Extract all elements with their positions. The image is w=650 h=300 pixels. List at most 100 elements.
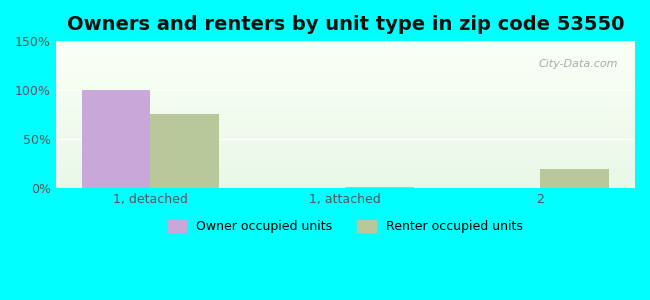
Bar	[56, 106, 635, 107]
Bar	[56, 96, 635, 97]
Bar	[56, 88, 635, 90]
Bar	[56, 137, 635, 138]
Bar	[56, 164, 635, 165]
Bar	[56, 41, 635, 43]
Bar	[56, 150, 635, 152]
Bar	[56, 124, 635, 125]
Bar	[56, 130, 635, 131]
Bar	[56, 169, 635, 171]
Bar	[56, 168, 635, 169]
Bar	[56, 69, 635, 70]
Bar	[56, 56, 635, 57]
Bar	[56, 74, 635, 75]
Bar	[56, 68, 635, 69]
Bar	[56, 159, 635, 160]
Bar	[56, 91, 635, 93]
Bar	[56, 144, 635, 146]
Bar	[56, 87, 635, 88]
Bar	[56, 165, 635, 166]
Bar	[56, 174, 635, 175]
Bar	[56, 187, 635, 188]
Bar	[56, 85, 635, 87]
Bar	[56, 50, 635, 51]
Bar	[56, 172, 635, 174]
Bar	[56, 138, 635, 140]
Bar	[56, 112, 635, 113]
Bar	[56, 97, 635, 99]
Bar	[56, 162, 635, 164]
Bar	[56, 65, 635, 66]
Bar	[56, 70, 635, 72]
Bar	[56, 46, 635, 47]
Bar	[56, 72, 635, 74]
Bar	[56, 57, 635, 59]
Bar	[56, 62, 635, 63]
Bar	[56, 107, 635, 109]
Bar	[56, 66, 635, 68]
Bar	[56, 175, 635, 177]
Legend: Owner occupied units, Renter occupied units: Owner occupied units, Renter occupied un…	[162, 215, 528, 238]
Bar	[56, 149, 635, 150]
Bar	[56, 63, 635, 65]
Title: Owners and renters by unit type in zip code 53550: Owners and renters by unit type in zip c…	[66, 15, 624, 34]
Bar	[56, 156, 635, 158]
Bar	[56, 131, 635, 133]
Bar	[56, 101, 635, 103]
Bar	[56, 140, 635, 141]
Bar	[56, 94, 635, 96]
Bar	[56, 122, 635, 124]
Bar	[82, 90, 150, 188]
Bar	[56, 81, 635, 82]
Bar	[56, 153, 635, 154]
Bar	[56, 184, 635, 185]
Bar	[56, 185, 635, 187]
Bar	[56, 93, 635, 94]
Bar	[56, 100, 635, 101]
Bar	[56, 133, 635, 134]
Bar	[56, 109, 635, 110]
Bar	[56, 103, 635, 104]
Bar	[56, 60, 635, 62]
Bar	[345, 187, 413, 188]
Bar	[56, 53, 635, 54]
Bar	[56, 47, 635, 49]
Bar	[56, 80, 635, 81]
Bar	[56, 147, 635, 149]
Bar	[56, 51, 635, 53]
Bar	[56, 160, 635, 162]
Bar	[56, 134, 635, 135]
Bar	[56, 143, 635, 144]
Bar	[56, 178, 635, 180]
Bar	[56, 167, 635, 168]
Bar	[56, 177, 635, 178]
Bar	[56, 99, 635, 100]
Bar	[56, 171, 635, 172]
Bar	[56, 113, 635, 115]
Bar	[56, 44, 635, 46]
Bar	[56, 135, 635, 137]
Bar	[56, 128, 635, 130]
Bar	[56, 119, 635, 121]
Bar	[56, 183, 635, 184]
Bar	[56, 141, 635, 143]
Bar	[56, 154, 635, 156]
Bar	[56, 180, 635, 181]
Bar	[56, 181, 635, 183]
Bar	[56, 115, 635, 116]
Bar	[56, 78, 635, 80]
Bar	[56, 146, 635, 147]
Bar	[150, 114, 218, 188]
Bar	[540, 169, 608, 188]
Bar	[56, 90, 635, 91]
Bar	[56, 54, 635, 56]
Bar	[56, 125, 635, 127]
Bar	[56, 158, 635, 159]
Bar	[56, 82, 635, 84]
Bar	[56, 49, 635, 50]
Bar	[56, 110, 635, 112]
Text: City-Data.com: City-Data.com	[538, 59, 617, 69]
Bar	[56, 59, 635, 60]
Bar	[56, 76, 635, 78]
Bar	[56, 116, 635, 118]
Bar	[56, 121, 635, 122]
